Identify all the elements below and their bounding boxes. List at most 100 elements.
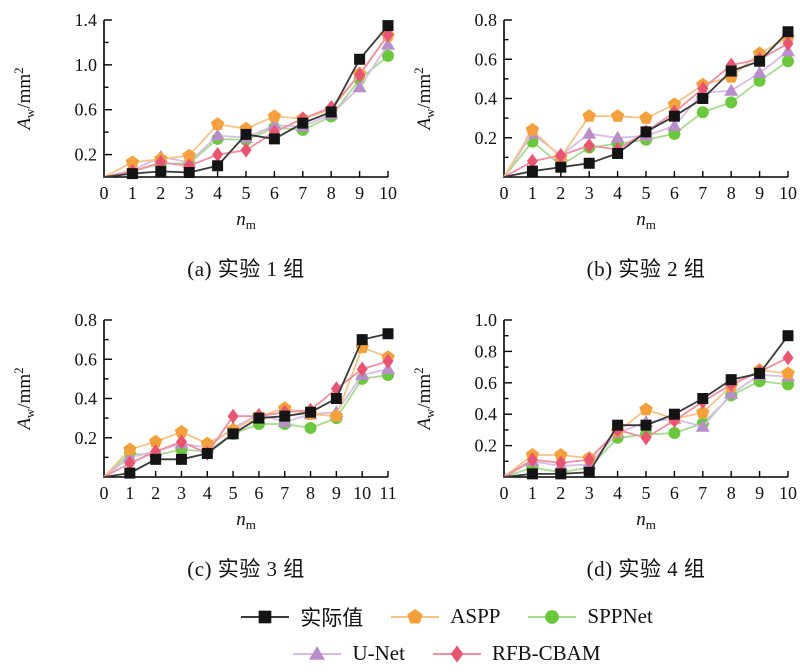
panel-a: 0.2 0.6 1.0 1.4 0 1 2 3 4 5 6 7 8 9 10 Aw/mm2 nm (a) 实验 … [0,0,400,300]
y-tick-label: 1.4 [75,10,98,30]
x-tick-label: 2 [556,483,565,503]
square-marker-icon [241,610,290,623]
series-U-Net [103,37,395,178]
x-tick-label: 0 [100,483,109,503]
legend: 实际值 ASPP SPPNet U-Net RFB-CBAM [0,598,800,672]
legend-label-rfb-cbam: RFB-CBAM [491,641,601,665]
panel-a-caption: (a) 实验 1 组 [187,257,305,281]
chart-c-canvas: 0.2 0.4 0.6 0.8 0 1 2 3 4 5 6 7 8 9 10 11 Aw/mm2 nm [11,310,397,532]
x-tick-label: 1 [125,483,134,503]
x-tick-label: 3 [585,483,594,503]
chart-a-canvas: 0.2 0.6 1.0 1.4 0 1 2 3 4 5 6 7 8 9 10 Aw/mm2 nm [11,10,397,232]
x-tick-label: 2 [151,483,160,503]
y-axis: 0.2 0.4 0.6 0.8 1.0 [475,310,512,463]
y-tick-label: 0.2 [475,128,498,148]
pentagon-marker-icon [391,608,440,623]
x-tick-label: 8 [327,183,336,203]
x-tick-label: 4 [213,183,222,203]
series-实际值 [503,26,794,178]
x-tick-label: 3 [585,183,594,203]
x-tick-label: 10 [379,183,397,203]
legend-label-actual: 实际值 [300,605,364,630]
x-tick-label: 8 [727,483,736,503]
series-实际值 [103,328,394,479]
series-ASPP [103,340,395,478]
series-U-Net [103,362,395,478]
x-tick-label: 10 [779,483,797,503]
series-SPPNet [103,49,394,178]
x-tick-label: 5 [229,483,238,503]
y-tick-label: 0.4 [475,404,498,424]
y-tick-label: 0.8 [475,341,498,361]
y-tick-label: 0.6 [475,373,498,393]
svg-text:Aw/mm2: Aw/mm2 [11,367,37,431]
x-tick-label: 6 [670,483,679,503]
legend-item-rfb-cbam: RFB-CBAM [431,641,601,666]
y-axis-title: Aw/mm2 [11,367,37,431]
x-tick-label: 6 [670,183,679,203]
x-tick-label: 4 [203,483,212,503]
x-tick-label: 6 [254,483,263,503]
x-tick-label: 0 [500,483,509,503]
x-tick-label: 4 [613,483,622,503]
x-axis-title: nm [636,209,656,232]
legend-item-unet: U-Net [291,641,405,666]
x-tick-label: 0 [500,183,509,203]
x-tick-label: 5 [642,183,651,203]
axes [503,20,788,178]
x-axis-title: nm [236,509,256,532]
x-tick-label: 9 [755,483,764,503]
y-tick-label: 1.0 [75,55,98,75]
chart-b-canvas: 0.2 0.4 0.6 0.8 0 1 2 3 4 5 6 7 8 9 10 Aw/mm2 nm [411,10,797,232]
y-tick-label: 0.6 [75,100,98,120]
x-tick-label: 10 [779,183,797,203]
series-ASPP [103,28,395,178]
legend-label-sppnet: SPPNet [587,604,653,628]
x-tick-label: 2 [556,183,565,203]
x-tick-label: 9 [332,483,341,503]
x-tick-label: 5 [242,183,251,203]
legend-item-actual: 实际值 [239,602,363,632]
x-tick-label: 7 [698,483,707,503]
y-tick-label: 1.0 [475,310,498,330]
series-实际值 [103,20,394,180]
x-tick-label: 5 [642,483,651,503]
y-tick-label: 0.2 [475,436,498,456]
x-tick-label: 8 [727,183,736,203]
x-axis: 0 1 2 3 4 5 6 7 8 9 10 [100,171,397,203]
panel-c-caption: (c) 实验 3 组 [187,557,305,581]
x-tick-label: 7 [298,183,307,203]
x-tick-label: 11 [379,483,396,503]
triangle-marker-icon [293,645,342,660]
legend-row-1: 实际值 ASPP SPPNet [46,598,800,635]
x-axis: 0 1 2 3 4 5 6 7 8 9 10 11 [100,471,397,503]
y-axis: 0.2 0.6 1.0 1.4 [75,10,112,165]
x-tick-label: 7 [698,183,707,203]
y-axis: 0.2 0.4 0.6 0.8 [475,10,512,159]
series-RFB-CBAM [103,27,394,179]
panel-b: 0.2 0.4 0.6 0.8 0 1 2 3 4 5 6 7 8 9 10 Aw/mm2 nm (b) 实验 … [400,0,800,300]
y-tick-label: 0.4 [75,389,98,409]
svg-text:Aw/mm2: Aw/mm2 [11,67,37,131]
y-tick-label: 0.4 [475,89,498,109]
x-tick-label: 0 [100,183,109,203]
legend-label-unet: U-Net [352,641,405,665]
panel-d: 0.2 0.4 0.6 0.8 1.0 0 1 2 3 4 5 6 7 8 9 10 Aw/mm2 nm (d) … [400,300,800,600]
legend-item-sppnet: SPPNet [526,604,653,629]
x-tick-label: 7 [280,483,289,503]
y-tick-label: 0.6 [75,349,98,369]
x-tick-label: 1 [528,183,537,203]
series-实际值 [503,330,794,480]
x-tick-label: 3 [177,483,186,503]
y-tick-label: 0.8 [475,10,498,30]
x-tick-label: 3 [185,183,194,203]
diamond-marker-icon [432,644,481,663]
panel-c: 0.2 0.4 0.6 0.8 0 1 2 3 4 5 6 7 8 9 10 11 Aw/mm2 nm (c) 实… [0,300,400,600]
y-tick-label: 0.2 [75,428,98,448]
x-axis-title: nm [236,209,256,232]
x-tick-label: 1 [528,483,537,503]
legend-row-2: U-Net RFB-CBAM [46,635,800,672]
panel-b-caption: (b) 实验 2 组 [586,257,706,281]
y-tick-label: 0.6 [475,49,498,69]
x-tick-label: 6 [270,183,279,203]
